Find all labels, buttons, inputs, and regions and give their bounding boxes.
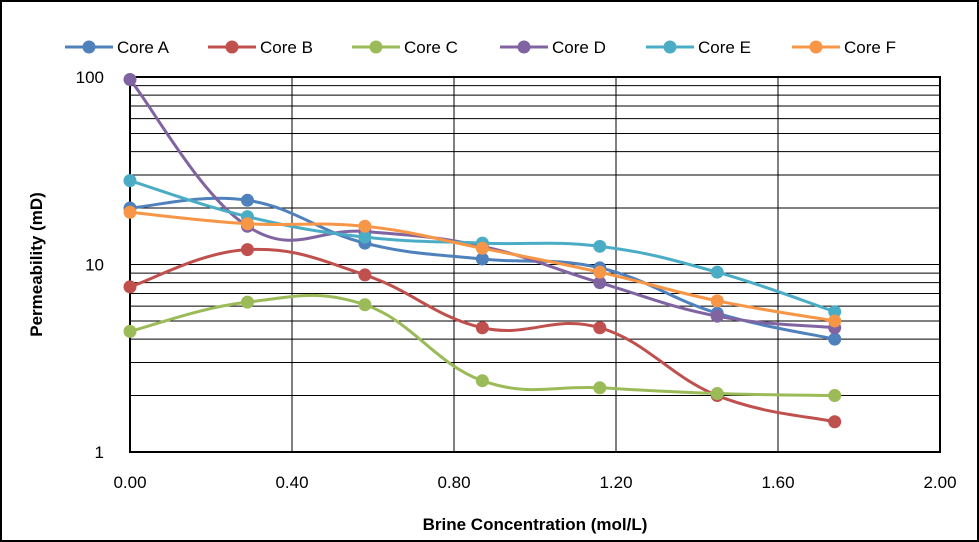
- legend: Core A Core B Core C Core D Core E Core F: [65, 38, 896, 57]
- x-tick-label: 1.60: [761, 473, 794, 492]
- data-point: [710, 265, 724, 279]
- data-point: [240, 243, 254, 257]
- legend-item: Core E: [646, 38, 751, 57]
- x-tick-label: 0.80: [437, 473, 470, 492]
- x-tick-label: 0.40: [275, 473, 308, 492]
- data-point: [123, 280, 137, 294]
- legend-item: Core C: [352, 38, 458, 57]
- data-point: [710, 294, 724, 308]
- legend-marker: [369, 40, 383, 54]
- data-point: [593, 321, 607, 335]
- plot-area-frame: [129, 76, 941, 453]
- data-point: [358, 219, 372, 233]
- data-point: [123, 174, 137, 188]
- data-point: [593, 381, 607, 395]
- data-point: [828, 332, 842, 346]
- data-point: [828, 389, 842, 403]
- data-point: [475, 374, 489, 388]
- tick-labels: 0.00 0.40 0.80 1.20 1.60 2.00 1 10 100: [76, 68, 957, 492]
- data-point: [828, 415, 842, 429]
- data-point: [358, 298, 372, 312]
- y-tick-label: 10: [85, 256, 104, 275]
- data-point: [475, 321, 489, 335]
- data-point: [240, 217, 254, 231]
- legend-label: Core A: [117, 38, 170, 57]
- data-point: [358, 268, 372, 282]
- data-point: [123, 324, 137, 338]
- y-tick-label: 100: [76, 68, 104, 87]
- data-point: [710, 309, 724, 323]
- legend-label: Core F: [844, 38, 896, 57]
- data-point: [593, 239, 607, 253]
- legend-marker: [663, 40, 677, 54]
- legend-item: Core D: [500, 38, 606, 57]
- data-point: [240, 295, 254, 309]
- series-layer: [123, 72, 842, 429]
- data-point: [475, 252, 489, 266]
- legend-marker: [82, 40, 96, 54]
- legend-item: Core B: [208, 38, 313, 57]
- data-point: [358, 230, 372, 244]
- y-tick-label: 1: [95, 443, 104, 462]
- y-axis-title: Permeability (mD): [27, 192, 46, 337]
- legend-label: Core B: [260, 38, 313, 57]
- legend-item: Core A: [65, 38, 170, 57]
- legend-marker: [809, 40, 823, 54]
- data-point: [593, 265, 607, 279]
- series-core-f: [123, 205, 842, 328]
- data-point: [123, 205, 137, 219]
- legend-marker: [517, 40, 531, 54]
- legend-label: Core D: [552, 38, 606, 57]
- x-tick-label: 2.00: [923, 473, 956, 492]
- data-point: [123, 72, 137, 86]
- legend-label: Core E: [698, 38, 751, 57]
- data-point: [710, 387, 724, 401]
- x-tick-label: 1.20: [599, 473, 632, 492]
- x-axis-title: Brine Concentration (mol/L): [423, 515, 648, 534]
- data-point: [828, 305, 842, 319]
- legend-item: Core F: [792, 38, 896, 57]
- series-core-c: [123, 293, 842, 403]
- legend-marker: [225, 40, 239, 54]
- legend-label: Core C: [404, 38, 458, 57]
- data-point: [593, 276, 607, 290]
- x-tick-label: 0.00: [113, 473, 146, 492]
- data-point: [240, 193, 254, 207]
- data-point: [475, 241, 489, 255]
- data-point: [828, 314, 842, 328]
